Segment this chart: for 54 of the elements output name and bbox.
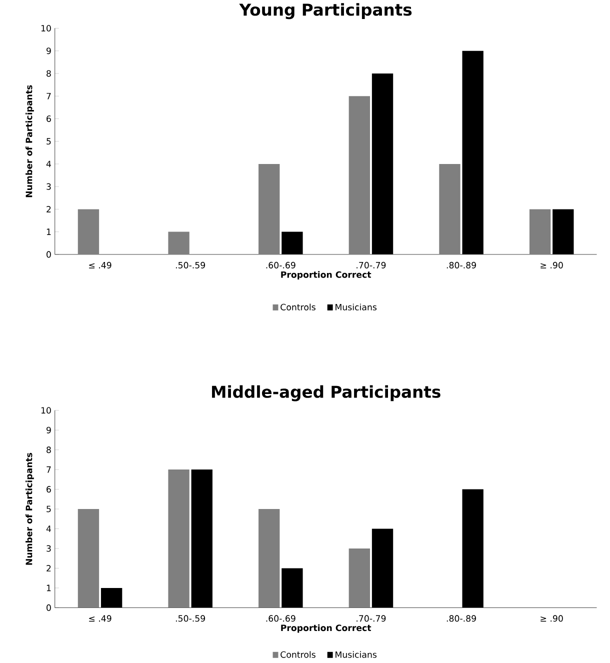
y-tick-label: 2 [46,206,51,212]
x-tick-label: .50-.59 [176,262,205,268]
y-tick-label: 10 [41,24,51,32]
y-tick-label: 7 [46,466,51,473]
legend-label: Controls [280,651,316,658]
y-axis-title: Number of Participants [25,452,34,565]
y-tick-label: 8 [46,70,51,77]
y-tick-label: 5 [46,138,51,145]
y-axis-title: Number of Participants [25,85,34,198]
y-tick-label: 10 [41,407,51,414]
bar [348,548,370,608]
x-tick-label: .80-.89 [446,615,476,622]
bar [168,232,190,254]
y-tick-label: 5 [46,506,51,512]
chart-title: Middle-aged Participants [212,385,440,402]
x-tick-label: .80-.89 [446,262,476,268]
x-tick-label: ≥ .90 [540,615,563,622]
x-tick-label: .60-.69 [266,262,296,268]
y-tick-label: 9 [46,48,51,54]
x-tick-label: ≥ .90 [540,262,563,268]
y-tick-label: 1 [46,584,51,592]
legend-label: Controls [280,304,316,310]
x-axis-title: Proportion Correct [281,271,371,280]
bar [348,96,370,254]
bar [529,209,551,254]
y-tick-label: 7 [46,92,51,100]
x-tick-label: .60-.69 [266,615,296,622]
bar [168,470,190,608]
y-tick-label: 3 [46,545,51,552]
y-tick-label: 4 [46,160,51,168]
x-axis-title: Proportion Correct [281,624,371,633]
y-tick-label: 1 [46,228,51,235]
x-tick-label: ≤ .49 [88,615,112,622]
bar [439,164,460,254]
bar [258,164,280,254]
y-tick-label: 4 [46,526,51,532]
y-tick-label: 6 [46,115,51,122]
bar [78,209,99,254]
bar [78,509,99,608]
y-tick-label: 6 [46,486,51,493]
y-tick-label: 8 [46,446,51,454]
y-tick-label: 9 [46,426,51,434]
y-tick-label: 3 [46,183,51,190]
x-tick-label: .50-.59 [176,615,205,622]
x-tick-label: .70-.79 [356,615,386,622]
bar [258,509,280,608]
legend-label: Musicians [335,651,376,658]
y-tick-label: 0 [46,251,51,258]
y-tick-label: 0 [46,604,51,611]
x-tick-label: ≤ .49 [88,262,112,268]
legend-label: Musicians [335,304,376,310]
chart-title: Young Participants [239,3,412,20]
y-tick-label: 2 [46,565,51,572]
x-tick-label: .70-.79 [356,262,386,268]
